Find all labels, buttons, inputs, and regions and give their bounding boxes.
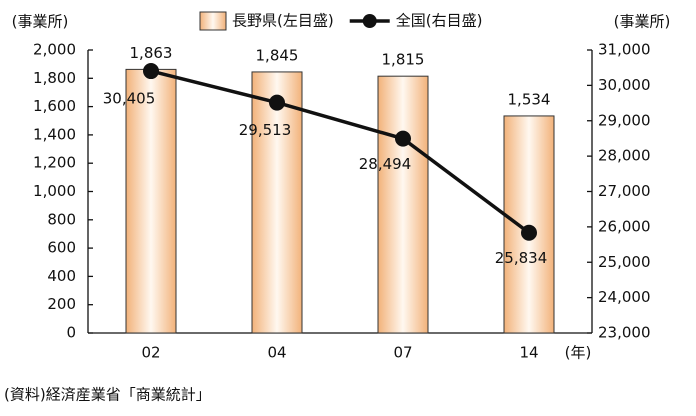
bar: [503, 115, 555, 334]
x-unit: (年): [565, 344, 592, 362]
bar-value-label: 1,863: [130, 44, 173, 62]
legend-label: 全国(右目盛): [396, 12, 483, 30]
line: [150, 69, 531, 235]
bar-value-label: 1,845: [256, 46, 299, 64]
y-unit: (事業所): [12, 13, 69, 31]
x-tick-label: 02: [141, 344, 160, 362]
y-tick-label: 2,000: [33, 41, 76, 59]
y-tick-label: 0: [66, 324, 76, 342]
x-tick-label: 04: [267, 344, 286, 362]
line-value-label: 29,513: [239, 121, 292, 139]
legend-label: 長野県(左目盛): [232, 12, 334, 30]
y-tick-label: 1,600: [33, 97, 76, 115]
legend-swatch: [362, 14, 377, 28]
y2-tick-label: 23,000: [598, 324, 651, 342]
y-tick-label: 800: [47, 210, 76, 228]
x-tick-label: 14: [519, 344, 538, 362]
legend-swatch: [199, 11, 227, 31]
y-tick-label: 200: [47, 295, 76, 313]
y2-tick-label: 28,000: [598, 147, 651, 165]
line-value-label: 30,405: [103, 90, 156, 108]
bar: [125, 68, 177, 334]
bar-value-label: 1,534: [508, 90, 551, 108]
bar: [377, 75, 429, 334]
y2-tick-label: 29,000: [598, 111, 651, 129]
y-tick-label: 1,000: [33, 182, 76, 200]
y-tick-label: 400: [47, 267, 76, 285]
y2-unit: (事業所): [614, 13, 671, 31]
y2-tick-label: 25,000: [598, 253, 651, 271]
source: (資料)経済産業省「商業統計」: [4, 386, 211, 404]
y-tick-label: 600: [47, 239, 76, 257]
bar: [251, 71, 303, 334]
y-tick-label: 1,800: [33, 69, 76, 87]
y2-tick-label: 24,000: [598, 288, 651, 306]
line-point: [143, 63, 159, 80]
line-value-label: 25,834: [495, 249, 548, 267]
x-tick-label: 07: [393, 344, 412, 362]
line-point: [269, 94, 285, 111]
line-value-label: 28,494: [359, 155, 412, 173]
y2-tick-label: 31,000: [598, 41, 651, 59]
y-tick-label: 1,400: [33, 125, 76, 143]
line-point: [395, 130, 411, 147]
bar-value-label: 1,815: [382, 51, 425, 69]
y-tick-label: 1,200: [33, 154, 76, 172]
y2-tick-label: 27,000: [598, 182, 651, 200]
y2-tick-label: 30,000: [598, 76, 651, 94]
line-point: [521, 224, 537, 241]
y2-tick-label: 26,000: [598, 217, 651, 235]
